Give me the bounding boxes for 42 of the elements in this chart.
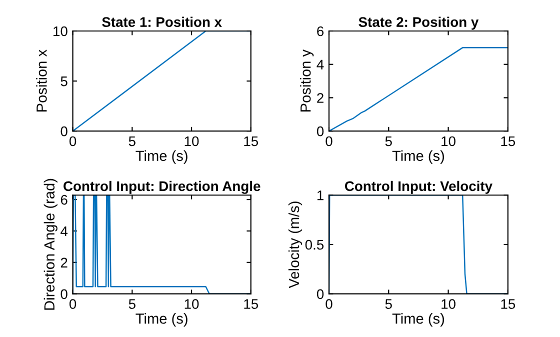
x-tick-label: 5 <box>385 299 392 309</box>
y-tick-label: 6 <box>317 26 324 36</box>
y-tick-label: 0 <box>60 126 68 136</box>
chart-title: State 2: Position y <box>358 16 479 30</box>
y-tick-label: 10 <box>54 26 68 36</box>
x-tick-label: 0 <box>326 136 332 146</box>
y-tick-label: 6 <box>60 194 68 205</box>
x-tick-label: 15 <box>501 299 516 309</box>
y-axis-title: Direction Angle (rad) <box>44 178 58 310</box>
x-tick-label: 15 <box>244 299 258 309</box>
y-axis-title: Position x <box>36 50 47 112</box>
x-tick-label: 0 <box>69 299 76 309</box>
x-tick-label: 0 <box>326 299 332 309</box>
y-tick-label: 0 <box>60 289 68 300</box>
x-tick-label: 10 <box>442 136 456 146</box>
y-tick-label: 0.5 <box>305 240 324 250</box>
x-tick-label: 10 <box>184 299 199 309</box>
y-tick-label: 1 <box>317 190 324 200</box>
y-axis-title: Velocity (m/s) <box>288 202 302 288</box>
y-axis-title: Position y <box>300 49 314 112</box>
chart-title: State 1: Position x <box>102 16 222 27</box>
y-tick-label: 4 <box>60 226 68 236</box>
y-tick-label: 2 <box>317 93 324 103</box>
x-axis-title: Time (s) <box>392 150 444 164</box>
y-tick-label: 5 <box>60 76 68 86</box>
x-tick-label: 5 <box>128 299 136 309</box>
x-tick-label: 0 <box>69 136 76 146</box>
x-tick-label: 5 <box>385 136 392 146</box>
x-tick-label: 10 <box>184 136 199 146</box>
y-tick-label: 0 <box>316 126 324 136</box>
chart-title: Control Input: Direction Angle <box>64 180 260 194</box>
x-tick-label: 15 <box>244 136 258 146</box>
y-tick-label: 0 <box>316 289 324 300</box>
x-axis-title: Time (s) <box>392 313 444 327</box>
y-tick-label: 4 <box>316 60 324 70</box>
x-tick-label: 15 <box>501 136 516 146</box>
x-axis-title: Time (s) <box>136 313 188 327</box>
chart-title: Control Input: Velocity <box>344 180 492 194</box>
x-tick-label: 5 <box>128 136 136 146</box>
x-tick-label: 10 <box>442 299 456 309</box>
y-tick-label: 2 <box>60 258 68 268</box>
x-axis-title: Time (s) <box>136 150 188 164</box>
